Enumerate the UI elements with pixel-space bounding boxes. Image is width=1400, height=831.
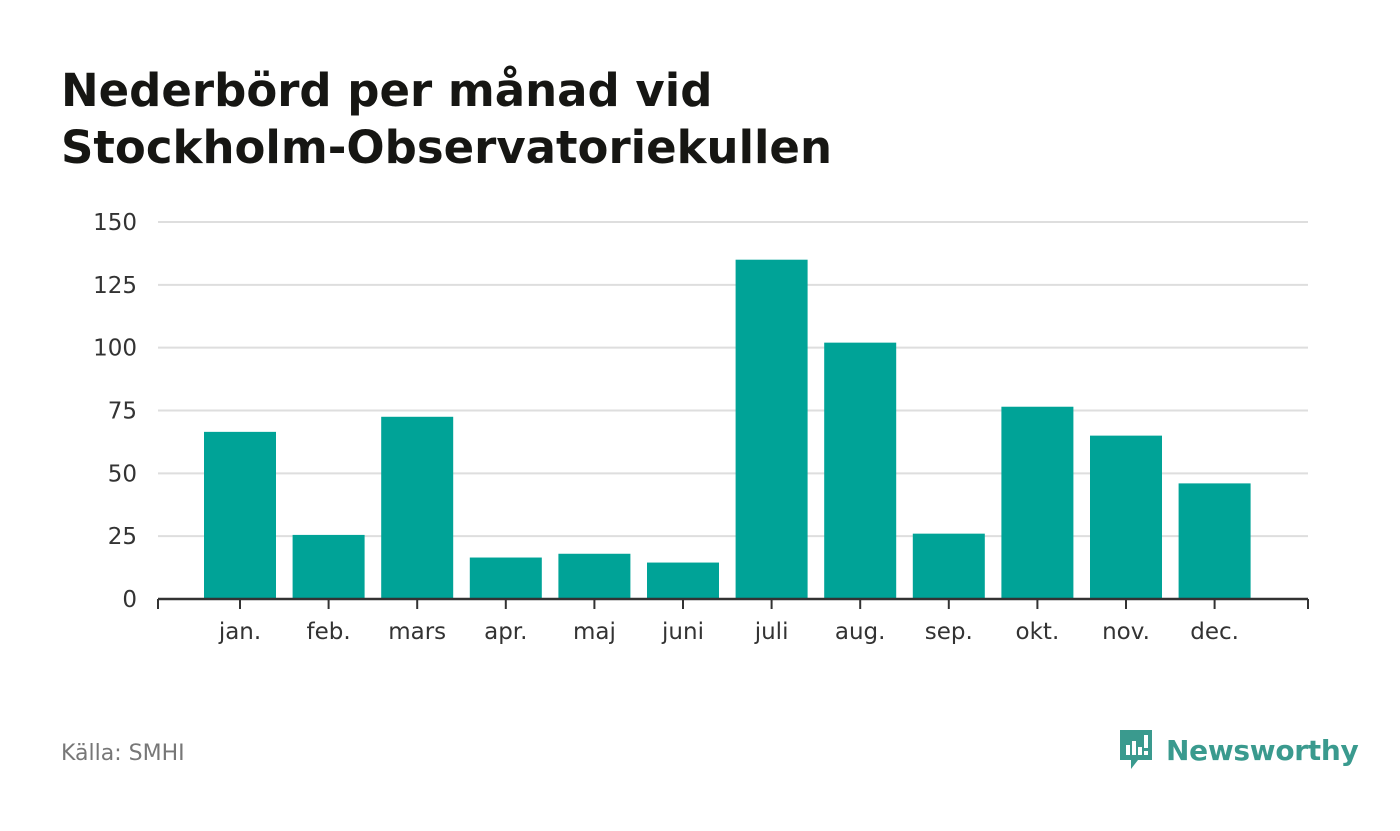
- chart-title: Nederbörd per månad vid Stockholm-Observ…: [61, 62, 1061, 176]
- bar: [1178, 483, 1251, 599]
- bar: [735, 259, 808, 599]
- bars: [204, 259, 1251, 599]
- bar: [647, 562, 719, 599]
- bar: [824, 342, 897, 599]
- y-tick-label: 125: [93, 273, 137, 299]
- x-tick-label: dec.: [1190, 619, 1239, 645]
- brand-name: Newsworthy: [1166, 733, 1359, 767]
- x-tick-label: nov.: [1102, 619, 1150, 645]
- x-tick-label: juni: [661, 619, 704, 645]
- y-tick-label: 100: [93, 336, 137, 362]
- y-tick-label: 150: [93, 210, 137, 236]
- chart-title-line-1: Nederbörd per månad vid: [61, 64, 713, 117]
- x-axis-tick-labels: jan. feb. mars apr. maj juni juli aug. sep. okt. n…: [218, 619, 1239, 645]
- bar: [1001, 406, 1074, 599]
- x-tick-label: mars: [388, 619, 446, 645]
- y-tick-label: 50: [108, 461, 137, 487]
- bar: [912, 533, 985, 599]
- newsworthy-logo-icon: [1120, 730, 1152, 769]
- y-axis-tick-labels: 0 25 50 75 100 125 150: [93, 210, 137, 613]
- x-tick-label: okt.: [1016, 619, 1060, 645]
- bar: [558, 553, 631, 599]
- x-tick-label: maj: [573, 619, 616, 645]
- x-axis: [157, 597, 1309, 609]
- bar-chart: 0 25 50 75 100 125 150 jan. feb. mars apr. maj juni…: [93, 210, 1309, 645]
- x-tick-label: jan.: [218, 619, 261, 645]
- bar: [292, 534, 365, 599]
- bar: [204, 431, 276, 599]
- x-tick-label: aug.: [835, 619, 886, 645]
- bar: [469, 557, 542, 599]
- y-tick-label: 0: [122, 587, 137, 613]
- x-tick-label: juli: [754, 619, 789, 645]
- brand-logo: Newsworthy: [1118, 728, 1359, 772]
- y-tick-label: 75: [108, 399, 137, 425]
- bar: [381, 416, 454, 599]
- x-tick-label: feb.: [307, 619, 351, 645]
- x-tick-label: apr.: [484, 619, 527, 645]
- x-tick-label: sep.: [925, 619, 973, 645]
- source-note: Källa: SMHI: [61, 741, 185, 766]
- bar: [1090, 435, 1162, 599]
- chart-title-line-2: Stockholm-Observatoriekullen: [61, 121, 832, 174]
- y-tick-label: 25: [108, 524, 137, 550]
